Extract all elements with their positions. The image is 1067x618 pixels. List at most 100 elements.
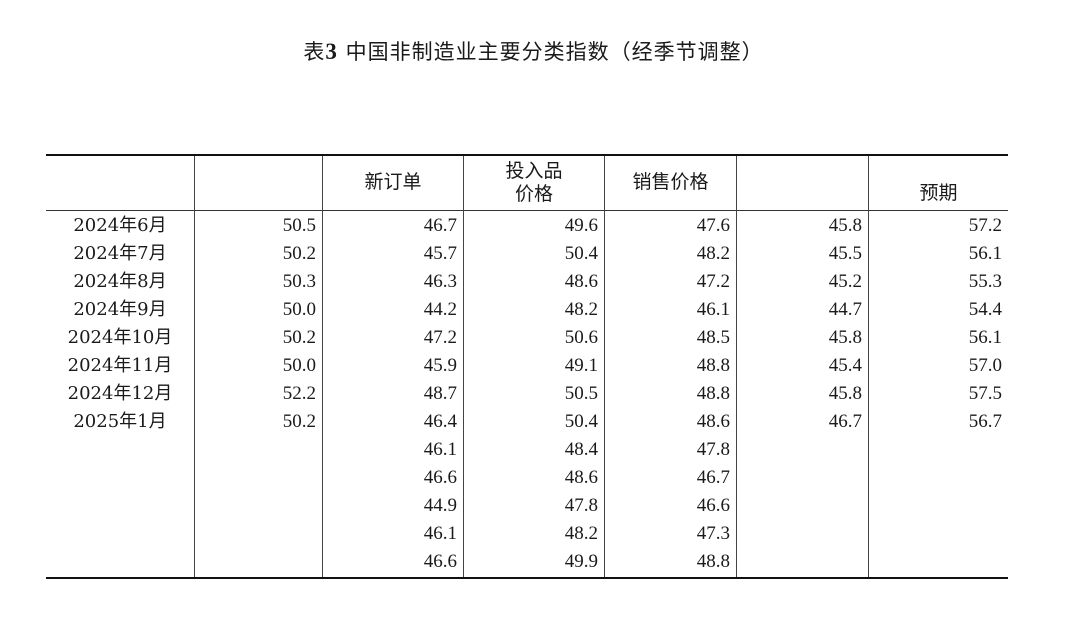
row-month: 2024年12月 (67, 383, 173, 404)
row-value: 48.2 (696, 243, 730, 264)
row-value: 46.6 (423, 467, 457, 488)
row-value: 45.8 (828, 327, 862, 348)
row-month: 2024年11月 (67, 355, 173, 376)
row-value: 55.3 (968, 271, 1002, 292)
row-month: 2024年10月 (67, 327, 173, 348)
table-row: 46.1 48.4 47.8 (46, 436, 1008, 464)
row-value: 48.6 (696, 411, 730, 432)
row-value: 48.8 (696, 355, 730, 376)
row-value: 46.7 (828, 411, 862, 432)
row-month: 2025年1月 (73, 411, 167, 432)
row-value: 52.2 (282, 383, 316, 404)
row-month (46, 464, 194, 492)
row-value: 47.8 (696, 439, 730, 460)
table-row: 46.6 49.9 48.8 (46, 548, 1008, 576)
row-value: 48.8 (696, 383, 730, 404)
row-value: 49.9 (564, 551, 598, 572)
header-employment (737, 156, 868, 209)
row-value (892, 492, 1002, 520)
row-month (46, 492, 194, 520)
row-value: 46.7 (423, 215, 457, 236)
row-value: 46.6 (696, 495, 730, 516)
row-value: 50.5 (564, 383, 598, 404)
table-title: 表3 中国非制造业主要分类指数（经季节调整） (303, 39, 764, 64)
row-value: 48.8 (696, 551, 730, 572)
row-value: 48.2 (564, 523, 598, 544)
row-value (892, 436, 1002, 464)
table-row: 46.1 48.2 47.3 (46, 520, 1008, 548)
table-top-rule (46, 154, 1008, 156)
row-value: 50.3 (282, 271, 316, 292)
table-bottom-rule (46, 577, 1008, 579)
row-value: 46.4 (423, 411, 457, 432)
row-value: 50.0 (282, 299, 316, 320)
row-value: 44.7 (828, 299, 862, 320)
row-value (206, 548, 316, 576)
row-value: 48.4 (564, 439, 598, 460)
row-month: 2024年9月 (73, 299, 167, 320)
header-month (46, 156, 194, 209)
row-value: 57.5 (968, 383, 1002, 404)
row-value: 49.6 (564, 215, 598, 236)
row-value: 48.6 (564, 271, 598, 292)
row-month: 2024年7月 (73, 243, 167, 264)
row-value: 50.4 (564, 411, 598, 432)
row-value: 47.8 (564, 495, 598, 516)
row-value: 44.9 (423, 495, 457, 516)
row-value: 47.2 (696, 271, 730, 292)
row-value (752, 520, 862, 548)
row-value: 50.6 (564, 327, 598, 348)
row-value: 49.1 (564, 355, 598, 376)
table-row: 2024年9月 50.0 44.2 48.2 46.1 44.7 54.4 (46, 296, 1008, 324)
header-bottom-rule (46, 210, 1008, 211)
table-row: 46.6 48.6 46.7 (46, 464, 1008, 492)
header-expectations: 预期 (919, 182, 958, 204)
row-value (206, 464, 316, 492)
row-month: 2024年8月 (73, 271, 167, 292)
table-row: 2024年7月 50.2 45.7 50.4 48.2 45.5 56.1 (46, 240, 1008, 268)
header-business-activity (195, 156, 322, 209)
table-row: 2025年1月 50.2 46.4 50.4 48.6 46.7 56.7 (46, 408, 1008, 436)
row-value: 50.2 (282, 327, 316, 348)
row-value (206, 492, 316, 520)
table-row: 2024年11月 50.0 45.9 49.1 48.8 45.4 57.0 (46, 352, 1008, 380)
row-value: 48.2 (564, 299, 598, 320)
table-row: 2024年6月 50.5 46.7 49.6 47.6 45.8 57.2 (46, 212, 1008, 240)
row-value (752, 464, 862, 492)
row-value: 48.7 (423, 383, 457, 404)
table-row: 2024年10月 50.2 47.2 50.6 48.5 45.8 56.1 (46, 324, 1008, 352)
row-value: 50.5 (282, 215, 316, 236)
row-value (892, 548, 1002, 576)
row-month (46, 436, 194, 464)
row-value: 48.5 (696, 327, 730, 348)
row-value: 56.1 (968, 243, 1002, 264)
row-value (892, 464, 1002, 492)
row-value: 46.7 (696, 467, 730, 488)
row-value: 45.8 (828, 383, 862, 404)
header-input-prices: 投入品 价格 (505, 159, 563, 205)
row-value: 46.1 (423, 439, 457, 460)
table-row: 2024年12月 52.2 48.7 50.5 48.8 45.8 57.5 (46, 380, 1008, 408)
row-value: 47.6 (696, 215, 730, 236)
table-row: 44.9 47.8 46.6 (46, 492, 1008, 520)
row-value: 47.2 (423, 327, 457, 348)
row-value: 46.6 (423, 551, 457, 572)
row-value: 45.5 (828, 243, 862, 264)
row-value (752, 548, 862, 576)
row-value: 45.4 (828, 355, 862, 376)
row-month (46, 548, 194, 576)
row-value: 57.0 (968, 355, 1002, 376)
row-value: 56.7 (968, 411, 1002, 432)
row-month (46, 520, 194, 548)
row-value (892, 520, 1002, 548)
row-value: 54.4 (968, 299, 1002, 320)
header-sales-prices: 销售价格 (632, 171, 709, 193)
row-value: 50.2 (282, 411, 316, 432)
row-value (752, 492, 862, 520)
table-row: 2024年8月 50.3 46.3 48.6 47.2 45.2 55.3 (46, 268, 1008, 296)
header-new-orders: 新订单 (364, 171, 422, 193)
row-value: 47.3 (696, 523, 730, 544)
row-value: 45.8 (828, 215, 862, 236)
row-value (206, 520, 316, 548)
row-value: 48.6 (564, 467, 598, 488)
